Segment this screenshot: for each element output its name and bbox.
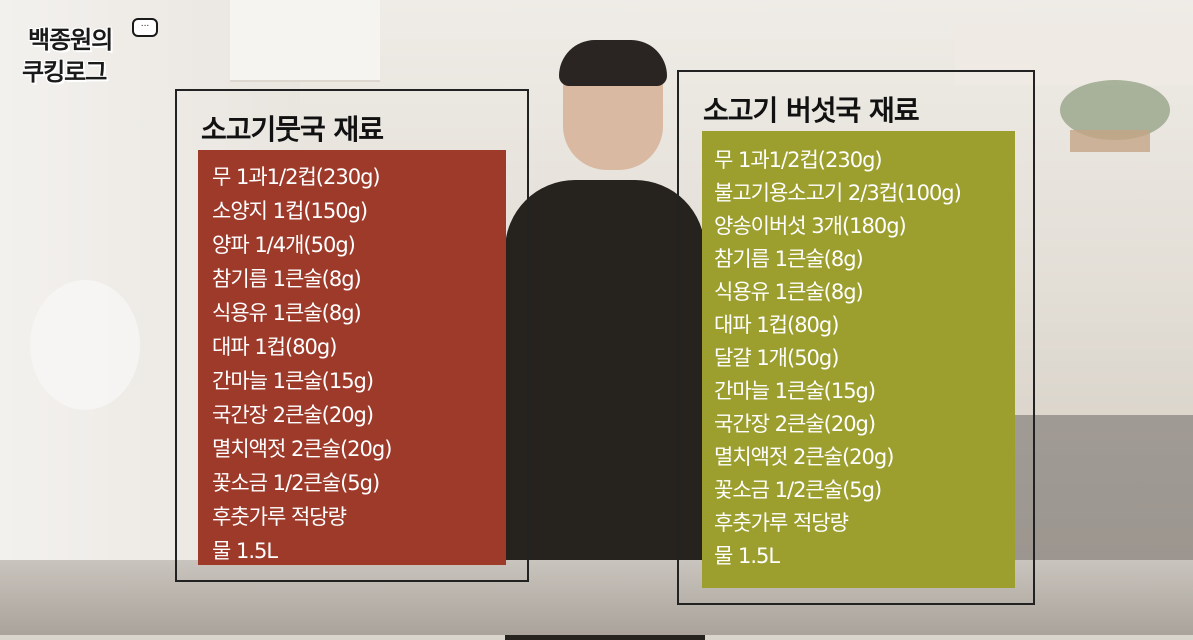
ingredient-item: 꽃소금 1/2큰술(5g) xyxy=(714,478,882,502)
ingredient-item: 대파 1컵(80g) xyxy=(714,313,839,337)
plate-rack xyxy=(30,280,140,410)
ingredient-item: 후춧가루 적당량 xyxy=(212,505,347,529)
ingredient-item: 참기름 1큰술(8g) xyxy=(714,247,864,271)
ingredient-item: 식용유 1큰술(8g) xyxy=(714,280,864,304)
ingredient-item: 물 1.5L xyxy=(212,539,278,563)
chef-hair xyxy=(559,40,667,86)
ingredient-list-box: 무 1과1/2컵(230g) 소양지 1컵(150g) 양파 1/4개(50g) 참기… xyxy=(198,150,506,565)
ingredient-item: 국간장 2큰술(20g) xyxy=(212,403,374,427)
ingredient-item: 대파 1컵(80g) xyxy=(212,335,337,359)
wood-rack xyxy=(1070,130,1150,152)
ingredient-item: 무 1과1/2컵(230g) xyxy=(212,165,381,189)
ingredient-item: 꽃소금 1/2큰술(5g) xyxy=(212,471,380,495)
chef-figure xyxy=(505,40,705,640)
beef-mushroom-soup-ingredients-panel: 소고기 버섯국 재료 무 1과1/2컵(230g) 불고기용소고기 2/3컵(10… xyxy=(677,70,1035,605)
panel-title: 소고기 버섯국 재료 xyxy=(703,94,920,127)
ingredient-item: 무 1과1/2컵(230g) xyxy=(714,148,883,172)
logo-line-2: 쿠킹로그 xyxy=(22,58,107,86)
ingredient-item: 양파 1/4개(50g) xyxy=(212,233,356,257)
kitchen-cabinet xyxy=(230,0,380,82)
ingredient-item: 멸치액젓 2큰술(20g) xyxy=(212,437,392,461)
ingredient-list: 무 1과1/2컵(230g) 불고기용소고기 2/3컵(100g) 양송이버섯 3개… xyxy=(714,144,1015,573)
ingredient-item: 후춧가루 적당량 xyxy=(714,511,849,535)
beef-radish-soup-ingredients-panel: 소고기뭇국 재료 무 1과1/2컵(230g) 소양지 1컵(150g) 양파 1/… xyxy=(175,89,529,582)
ingredient-item: 양송이버섯 3개(180g) xyxy=(714,214,907,238)
panel-title: 소고기뭇국 재료 xyxy=(201,113,384,146)
ingredient-item: 달걀 1개(50g) xyxy=(714,346,839,370)
ingredient-item: 간마늘 1큰술(15g) xyxy=(714,379,876,403)
ingredient-item: 국간장 2큰술(20g) xyxy=(714,412,876,436)
ingredient-item: 소양지 1컵(150g) xyxy=(212,199,368,223)
ingredient-item: 간마늘 1큰술(15g) xyxy=(212,369,374,393)
ingredient-item: 물 1.5L xyxy=(714,544,780,568)
ingredient-item: 멸치액젓 2큰술(20g) xyxy=(714,445,894,469)
logo-line-1: 백종원의 xyxy=(28,26,113,54)
channel-logo: 백종원의 쿠킹로그 ... xyxy=(22,18,158,88)
ingredient-item: 불고기용소고기 2/3컵(100g) xyxy=(714,181,962,205)
speech-bubble-icon: ... xyxy=(132,18,158,37)
ingredient-item: 참기름 1큰술(8g) xyxy=(212,267,362,291)
ingredient-item: 식용유 1큰술(8g) xyxy=(212,301,362,325)
ingredient-list-box: 무 1과1/2컵(230g) 불고기용소고기 2/3컵(100g) 양송이버섯 3개… xyxy=(702,131,1015,588)
ingredient-list: 무 1과1/2컵(230g) 소양지 1컵(150g) 양파 1/4개(50g) 참기… xyxy=(212,160,506,568)
knife-shelf xyxy=(955,25,1193,85)
